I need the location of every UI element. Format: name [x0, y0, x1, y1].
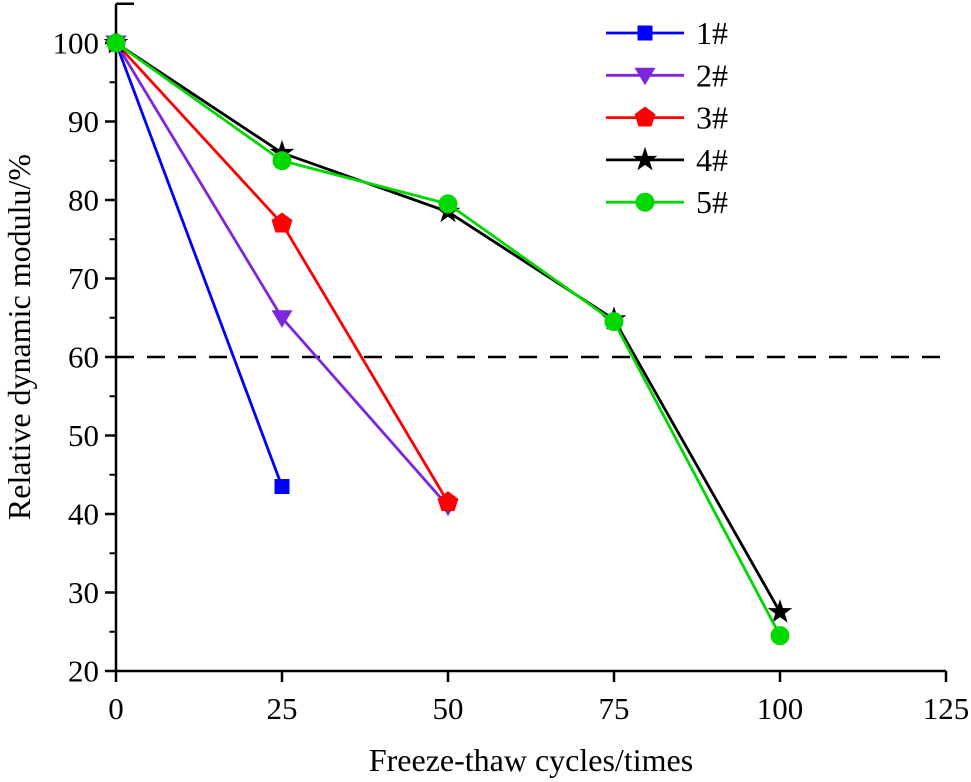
data-point-5#-50: [438, 194, 458, 214]
y-tick-label: 100: [53, 26, 100, 61]
legend-label-3#: 3#: [696, 100, 728, 136]
series-line-2#: [114, 42, 450, 508]
data-point-4#-100: [767, 599, 793, 623]
legend-marker-1#: [637, 25, 653, 41]
y-tick-label: 60: [68, 340, 99, 375]
y-tick-label: 40: [68, 497, 99, 532]
y-axis-title: Relative dynamic modulu/%: [1, 154, 37, 520]
data-point-5#-75: [604, 312, 624, 332]
data-point-2#-25: [271, 310, 293, 328]
y-tick-label: 30: [68, 575, 99, 610]
data-point-1#-25: [274, 479, 290, 495]
legend-label-5#: 5#: [696, 184, 728, 220]
x-tick-label: 125: [923, 691, 970, 726]
data-point-5#-100: [770, 626, 790, 646]
series-line-1#: [114, 42, 284, 488]
legend-marker-2#: [634, 67, 656, 86]
chart-generated-layer: 20 30 40 50 60 70 80 90 100 0 25 50 75 100 125 1# 2# 3# 4#…: [53, 2, 970, 726]
x-axis-title: Freeze-thaw cycles/times: [369, 742, 693, 778]
series-line-4#: [115, 41, 782, 613]
x-tick-label: 25: [267, 691, 298, 726]
legend-marker-3#: [634, 106, 656, 127]
x-tick-label: 50: [433, 691, 464, 726]
y-tick-label: 70: [68, 261, 99, 296]
series-line-3#: [114, 42, 450, 503]
series-line-5#: [115, 41, 782, 637]
data-point-3#-50: [437, 491, 459, 512]
x-tick-label: 75: [599, 691, 630, 726]
data-point-3#-25: [271, 212, 293, 233]
legend-label-2#: 2#: [696, 57, 728, 93]
y-tick-label: 90: [68, 104, 99, 139]
y-tick-label: 80: [68, 183, 99, 218]
data-point-5#-25: [272, 151, 292, 171]
legend-marker-4#: [632, 146, 658, 171]
x-tick-label: 100: [757, 691, 804, 726]
legend-marker-5#: [635, 192, 655, 212]
data-point-5#-0: [106, 33, 126, 53]
x-tick-label: 0: [108, 691, 124, 726]
legend-label-4#: 4#: [696, 142, 728, 178]
y-tick-label: 20: [68, 654, 99, 689]
y-tick-label: 50: [68, 418, 99, 453]
legend-label-1#: 1#: [696, 15, 728, 51]
